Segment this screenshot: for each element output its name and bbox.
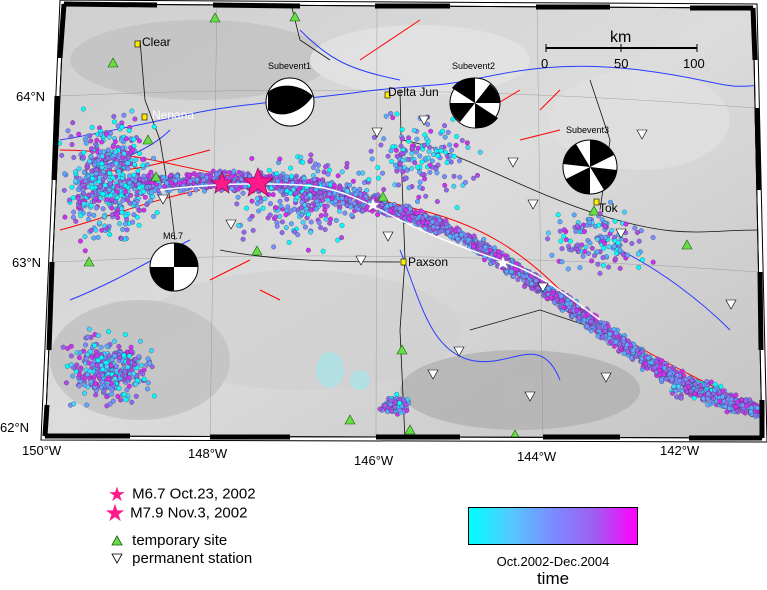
scale-bar: km 0 50 100 bbox=[541, 29, 705, 71]
label-subevent2: Subevent2 bbox=[452, 61, 495, 71]
label-subevent3: Subevent3 bbox=[566, 125, 609, 135]
lon-label-142: 142°W bbox=[660, 443, 700, 458]
lat-label-62: 62°N bbox=[0, 420, 29, 435]
beachball-subevent3 bbox=[562, 139, 618, 195]
green-triangle-icon bbox=[106, 533, 128, 550]
towns bbox=[134, 40, 600, 266]
time-colorbar bbox=[468, 507, 638, 545]
scale-tick-100: 100 bbox=[683, 56, 705, 71]
inverted-triangle-icon bbox=[106, 551, 128, 568]
legend-m67: ★ M6.7 Oct.23, 2002 bbox=[106, 482, 256, 507]
place-clear: Clear bbox=[142, 35, 171, 49]
label-subevent1: Subevent1 bbox=[268, 61, 311, 71]
aftershock-epicenters bbox=[365, 197, 511, 270]
magenta-star-large-icon: ★ bbox=[104, 500, 126, 527]
map-frame bbox=[40, 0, 767, 443]
lat-label-63: 63°N bbox=[12, 255, 41, 270]
m67-star bbox=[210, 171, 234, 194]
lon-label-148: 148°W bbox=[188, 446, 228, 461]
legend: ★ M6.7 Oct.23, 2002 ★ M7.9 Nov.3, 2002 t… bbox=[0, 470, 767, 590]
legend-m79: ★ M7.9 Nov.3, 2002 bbox=[104, 500, 248, 527]
place-nenana: Nenana bbox=[152, 108, 194, 122]
scale-unit: km bbox=[610, 29, 631, 46]
permanent-stations bbox=[157, 115, 737, 402]
scale-tick-0: 0 bbox=[541, 56, 548, 71]
beachball-subevent1 bbox=[265, 77, 315, 127]
legend-permanent: permanent station bbox=[106, 550, 252, 568]
time-colorbar-title: time bbox=[536, 569, 570, 588]
place-paxson: Paxson bbox=[408, 255, 448, 269]
lon-label-144: 144°W bbox=[517, 449, 557, 464]
beachball-subevent2 bbox=[449, 77, 501, 129]
lat-label-64: 64°N bbox=[16, 89, 45, 104]
label-m67: M6.7 bbox=[163, 231, 183, 241]
beachball-m67 bbox=[149, 242, 199, 292]
magenta-star-icon: ★ bbox=[108, 484, 126, 506]
scale-tick-50: 50 bbox=[614, 56, 628, 71]
lon-label-150: 150°W bbox=[22, 443, 62, 458]
place-tok: Tok bbox=[599, 201, 619, 215]
place-delta-junction: Delta Jun bbox=[388, 85, 439, 99]
temporary-sites bbox=[83, 11, 693, 438]
graticule bbox=[51, 4, 761, 438]
m79-star bbox=[242, 167, 274, 197]
lon-label-146: 146°W bbox=[354, 453, 394, 468]
legend-temporary: temporary site bbox=[106, 532, 227, 550]
time-colorbar-range: Oct.2002-Dec.2004 bbox=[496, 554, 610, 569]
